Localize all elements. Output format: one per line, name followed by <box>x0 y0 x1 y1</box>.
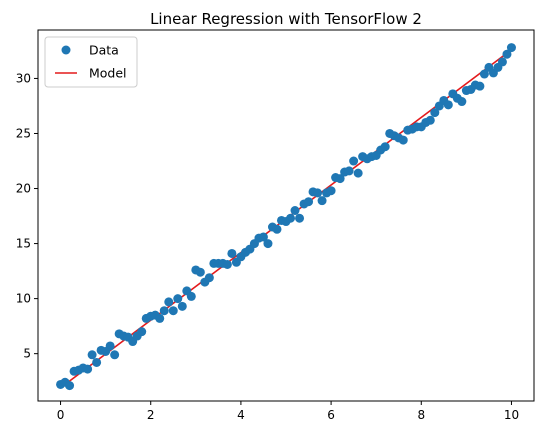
data-point <box>479 69 489 79</box>
x-tick-label: 8 <box>417 408 425 422</box>
x-tick-label: 4 <box>237 408 245 422</box>
legend: Data Model <box>44 36 138 88</box>
plot-area <box>56 43 516 391</box>
data-point <box>290 206 300 216</box>
data-point <box>137 327 147 337</box>
data-point <box>87 350 97 360</box>
data-point <box>204 273 214 283</box>
data-point <box>159 306 169 316</box>
data-point <box>286 213 296 223</box>
data-point <box>380 142 390 152</box>
x-tick-label: 0 <box>57 408 65 422</box>
data-point <box>506 43 516 53</box>
data-point <box>502 49 512 59</box>
data-point <box>186 291 196 301</box>
data-point <box>272 224 282 234</box>
x-tick-label: 6 <box>327 408 335 422</box>
data-point <box>349 156 359 166</box>
y-tick-label: 10 <box>16 292 31 306</box>
data-point <box>475 81 485 91</box>
y-tick-label: 20 <box>16 182 31 196</box>
data-point <box>497 57 507 67</box>
data-point <box>430 108 440 118</box>
legend-data-marker <box>61 45 71 55</box>
data-point <box>304 197 314 207</box>
data-point <box>263 239 273 249</box>
data-point <box>173 294 183 304</box>
data-point <box>295 213 305 223</box>
data-point <box>227 248 237 258</box>
y-axis: 5 10 15 20 25 30 <box>16 71 38 361</box>
data-point <box>258 232 268 242</box>
y-tick-label: 30 <box>16 71 31 85</box>
data-point <box>344 166 354 176</box>
data-point <box>425 115 435 125</box>
data-point <box>83 364 93 374</box>
chart-title: Linear Regression with TensorFlow 2 <box>150 10 422 28</box>
data-point <box>335 174 345 184</box>
x-tick-label: 2 <box>147 408 155 422</box>
data-points <box>56 43 516 391</box>
data-point <box>317 196 327 206</box>
data-point <box>65 381 75 391</box>
data-point <box>457 97 467 107</box>
y-tick-label: 25 <box>16 126 31 140</box>
x-axis: 0 2 4 6 8 10 <box>57 401 519 422</box>
y-tick-label: 15 <box>16 237 31 251</box>
y-tick-label: 5 <box>23 347 31 361</box>
data-point <box>398 135 408 145</box>
legend-model-label: Model <box>89 66 127 81</box>
data-point <box>168 306 178 316</box>
data-point <box>313 188 323 198</box>
axes-frame <box>37 29 535 402</box>
data-point <box>110 350 120 360</box>
data-point <box>195 267 205 277</box>
data-point <box>326 186 336 196</box>
x-tick-label: 10 <box>504 408 519 422</box>
data-point <box>443 100 453 110</box>
data-point <box>353 168 363 178</box>
data-point <box>177 301 187 311</box>
data-point <box>92 357 102 367</box>
data-point <box>222 259 232 269</box>
legend-data-label: Data <box>89 43 119 58</box>
data-point <box>155 313 165 323</box>
data-point <box>105 341 115 351</box>
data-point <box>164 297 174 307</box>
